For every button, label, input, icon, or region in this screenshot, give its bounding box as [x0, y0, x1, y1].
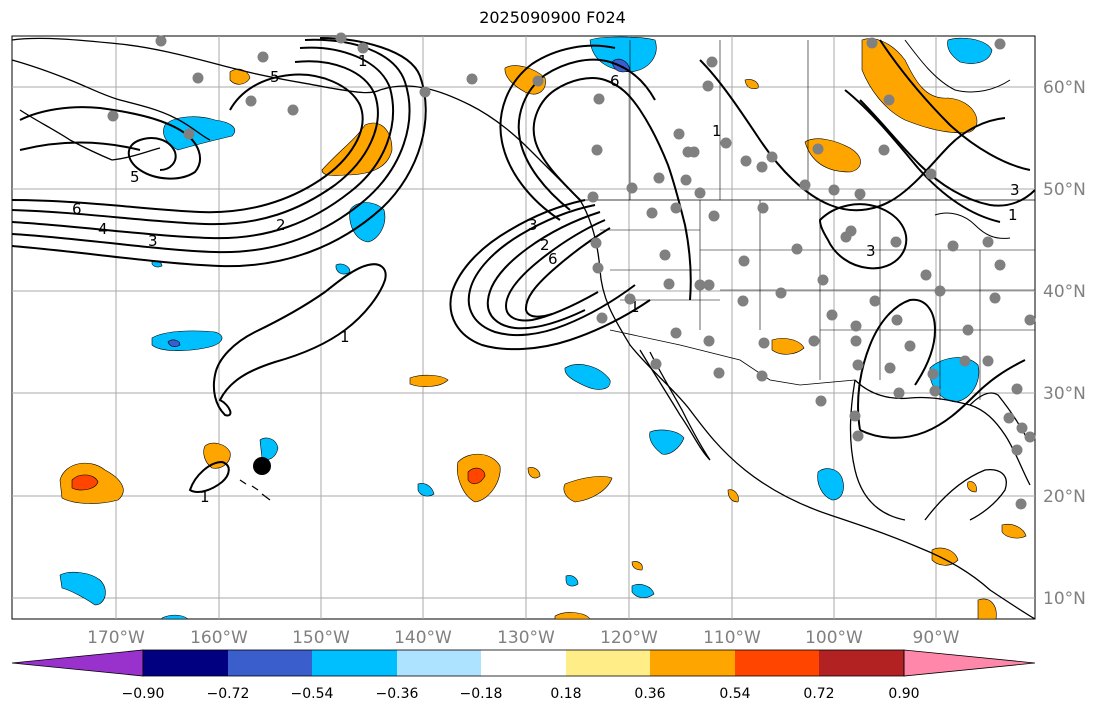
lon-axis: 170°W 160°W 150°W 140°W 130°W 120°W 110°…: [87, 628, 960, 648]
anomaly-orange: [631, 561, 643, 571]
anomaly-blue: [817, 468, 844, 501]
colorbar-cell-7: [650, 650, 735, 676]
colorbar-cell-10: [903, 649, 1036, 677]
lat-label: 20°N: [1043, 487, 1086, 507]
contour-label: 5: [130, 168, 140, 186]
anomaly-blue: [161, 614, 189, 620]
contour-lines: [11, 37, 1036, 493]
anomaly-darkblue: [167, 339, 181, 347]
lon-label: 100°W: [805, 628, 863, 648]
colorbar-cell-1: [143, 650, 228, 676]
anomaly-orange: [554, 612, 591, 620]
colorbar-tick: 0.18: [550, 686, 581, 702]
lat-label: 60°N: [1043, 78, 1086, 98]
contour-label: 3: [866, 242, 876, 260]
anomaly-orange: [771, 338, 805, 355]
lat-label: 50°N: [1043, 180, 1086, 200]
contour-label: 1: [1008, 206, 1018, 224]
contour-label: 4: [98, 220, 108, 238]
colorbar-cell-8: [735, 650, 819, 676]
colorbar-tick: 0.72: [803, 686, 834, 702]
contour-label: 1: [358, 52, 368, 70]
colorbar-cell-5: [481, 650, 566, 676]
location-marker: [253, 457, 271, 475]
anomaly-orange: [563, 476, 613, 503]
colorbar-tick: −0.36: [376, 686, 419, 702]
lon-label: 150°W: [292, 628, 350, 648]
lon-label: 140°W: [394, 628, 452, 648]
colorbar-cell-3: [312, 650, 397, 676]
anomaly-blue: [59, 571, 106, 606]
anomaly-orange: [744, 79, 759, 90]
colorbar-cell-9: [819, 650, 904, 676]
contour-label: 3: [1010, 181, 1020, 199]
anomaly-orange: [977, 598, 997, 620]
anomaly-blue: [947, 37, 993, 64]
colorbar-cell-4: [397, 650, 481, 676]
contour-label: 1: [340, 328, 350, 346]
lon-label: 130°W: [497, 628, 555, 648]
colorbar-cell-6: [566, 650, 650, 676]
contour-label: 6: [72, 200, 82, 218]
contour-label: 2: [540, 236, 550, 254]
contour-label: 6: [548, 250, 558, 268]
anomaly-blue: [564, 364, 611, 390]
lon-label: 120°W: [600, 628, 658, 648]
anomaly-blue: [631, 584, 655, 598]
map-title: 2025090900 F024: [479, 8, 626, 27]
colorbar-cell-0: [11, 649, 144, 677]
contour-label-group: 1 5 5 6 4 3 2 1 3 2 6 6 1 1 3 1 3 1: [72, 52, 1020, 506]
lon-label: 110°W: [703, 628, 761, 648]
colorbar-tick: −0.72: [207, 686, 250, 702]
anomaly-orange: [727, 489, 739, 503]
lat-label: 10°N: [1043, 589, 1086, 609]
anomaly-orange: [504, 65, 546, 95]
contour-label: 5: [270, 68, 280, 86]
anomaly-orange: [967, 481, 977, 493]
colorbar-tick: −0.54: [291, 686, 334, 702]
anomaly-blue: [649, 429, 685, 455]
colorbar-tick: 0.90: [888, 686, 919, 702]
anomaly-orange: [527, 467, 541, 479]
colorbar-tick: 0.54: [719, 686, 750, 702]
anomaly-orange: [861, 38, 978, 133]
contour-label: 1: [630, 298, 640, 316]
contour-label: 3: [148, 232, 158, 250]
anomaly-orange: [409, 374, 449, 387]
lon-label: 170°W: [87, 628, 145, 648]
colorbar-outline: [142, 649, 905, 677]
anomaly-orange: [1001, 523, 1027, 539]
lon-label: 160°W: [190, 628, 248, 648]
anomaly-red: [467, 467, 486, 485]
lat-label: 30°N: [1043, 384, 1086, 404]
contour-label: 1: [712, 122, 722, 140]
anomaly-blue: [565, 575, 579, 587]
contour-label: 3: [528, 216, 538, 234]
colorbar-tick: −0.18: [460, 686, 503, 702]
lon-label: 90°W: [913, 628, 960, 648]
anomaly-blue: [335, 263, 351, 275]
colorbar-tick: 0.36: [634, 686, 665, 702]
lat-label: 40°N: [1043, 282, 1086, 302]
anomaly-blue: [151, 330, 223, 351]
contour-label: 6: [610, 72, 620, 90]
colorbar-tick: −0.90: [122, 686, 165, 702]
anomaly-orange: [931, 547, 959, 566]
colorbar-cell-2: [228, 650, 312, 676]
anomaly-blue: [417, 483, 435, 497]
contour-label: 1: [200, 488, 210, 506]
lat-axis: 60°N 50°N 40°N 30°N 20°N 10°N: [1043, 78, 1086, 609]
stations: [107, 32, 1036, 510]
anomaly-red: [71, 474, 99, 491]
contour-label: 2: [276, 216, 286, 234]
colorbar: −0.90 −0.72 −0.54 −0.36 −0.18 0.18 0.36 …: [11, 649, 1036, 702]
graticule: [12, 36, 1035, 619]
